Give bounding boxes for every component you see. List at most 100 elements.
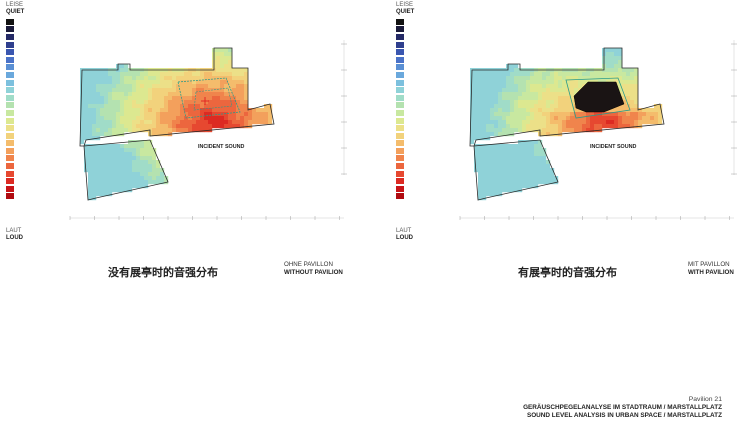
heat-cell [140,152,145,157]
heat-cell [208,80,213,85]
heat-cell [562,128,567,133]
heat-cell [522,112,527,117]
heat-cell [474,156,479,161]
heat-cell [124,164,129,169]
heat-cell [244,84,249,89]
heat-cell [610,72,615,77]
heat-cell [482,136,487,141]
heat-cell [128,124,133,129]
heat-cell [518,104,523,109]
incident-sound-label: INCIDENT SOUND [198,144,245,150]
heat-cell [156,168,161,173]
heat-cell [104,88,109,93]
heat-cell [566,100,571,105]
label-with-pavilion: MIT PAVILLON WITH PAVILION [688,261,734,277]
heat-cell [498,108,503,113]
heat-cell [180,80,185,85]
heat-cell [614,116,619,121]
heat-cell [108,180,113,185]
heat-cell [474,128,479,133]
heat-cell [606,72,611,77]
heat-cell [574,112,579,117]
heat-cell [598,72,603,77]
heat-cell [626,80,631,85]
heat-cell [522,184,527,189]
heat-cell [92,128,97,133]
heat-cell [204,124,209,129]
heat-cell [240,112,245,117]
heat-cell [156,116,161,121]
heat-cell [494,76,499,81]
heat-cell [128,76,133,81]
heat-cell [526,164,531,169]
heat-cell [244,72,249,77]
heat-cell [490,128,495,133]
heat-cell [132,176,137,181]
heat-cell [148,144,153,149]
heat-cell [148,124,153,129]
heat-cell [614,112,619,117]
heat-cell [474,148,479,153]
heat-cell [538,172,543,177]
heat-cell [606,56,611,61]
heat-cell [212,112,217,117]
heat-cell [144,164,149,169]
heat-cell [108,124,113,129]
heat-cell [216,76,221,81]
heat-cell [546,92,551,97]
heat-cell [100,148,105,153]
heat-cell [594,72,599,77]
heat-cell [172,128,177,133]
heat-cell [594,120,599,125]
heat-cell [606,60,611,65]
heat-cell [172,124,177,129]
heat-cell [224,60,229,65]
legend-color [396,140,404,147]
heat-cell [136,104,141,109]
heat-cell [232,116,237,121]
legend-color [6,26,14,33]
legend-color [6,193,14,200]
heat-cell [630,124,635,129]
heat-cell [490,112,495,117]
heat-cell [582,120,587,125]
heat-cell [502,116,507,121]
heat-cell [128,104,133,109]
heat-cell [200,80,205,85]
heat-cell [136,184,141,189]
heat-cell [100,120,105,125]
heat-cell [112,92,117,97]
label-without-pavilion: OHNE PAVILLON WITHOUT PAVILION [284,261,343,277]
heat-cell [104,168,109,173]
heat-cell [100,104,105,109]
heat-cell [494,96,499,101]
heat-cell [100,124,105,129]
heat-cell [112,164,117,169]
heatmap-cells [470,48,663,201]
heat-cell [112,172,117,177]
heat-cell [164,76,169,81]
heat-cell [478,176,483,181]
heat-cell [188,108,193,113]
heat-cell [494,112,499,117]
heat-cell [156,108,161,113]
heat-cell [116,148,121,153]
heat-cell [164,96,169,101]
heat-cell [634,116,639,121]
heat-cell [148,104,153,109]
heat-cell [228,124,233,129]
heat-cell [244,88,249,93]
heat-cell [562,96,567,101]
heat-cell [546,104,551,109]
heat-cell [240,72,245,77]
heat-cell [566,120,571,125]
heat-cell [168,100,173,105]
heat-cell [634,92,639,97]
heat-cell [618,124,623,129]
heat-cell [562,108,567,113]
heat-cell [128,152,133,157]
heat-cell [590,76,595,81]
heat-cell [478,160,483,165]
heat-cell [634,68,639,73]
heat-cell [550,88,555,93]
